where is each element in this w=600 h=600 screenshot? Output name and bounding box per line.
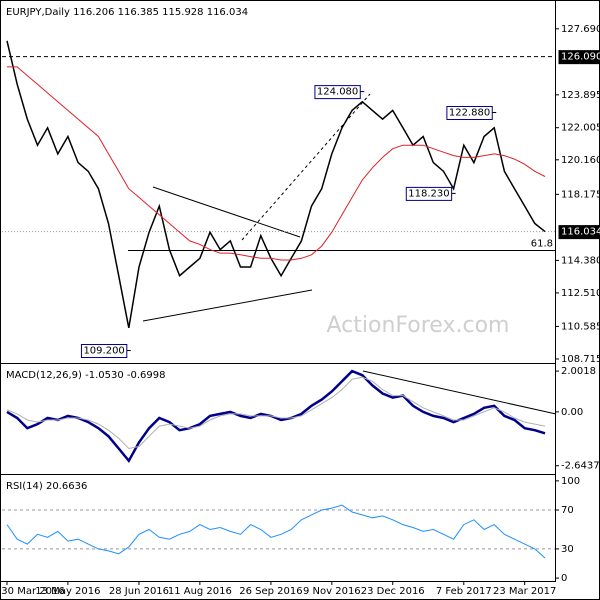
y-tick-label: 110.585: [561, 321, 600, 332]
series-line: [6, 40, 546, 329]
y-tick-label: 30: [561, 544, 574, 555]
x-tick-label: 13 May 2016: [35, 586, 100, 597]
price-label: 126.090: [561, 52, 600, 63]
series-line: [6, 376, 546, 450]
trend-line: [241, 93, 371, 241]
x-tick-label: 11 Aug 2016: [168, 586, 232, 597]
x-tick-label: 30 Mar 2016: [1, 586, 64, 597]
x-tick-label: 23 Dec 2016: [361, 586, 425, 597]
label-box: [80, 344, 128, 359]
trend-line: [142, 289, 313, 322]
y-tick-label: 112.510: [561, 288, 600, 299]
panel-title: MACD(12,26,9) -1.0530 -0.6998: [6, 370, 166, 381]
y-tick-label: 70: [561, 505, 574, 516]
fib-label: 61.8: [531, 238, 553, 249]
panel-title: RSI(14) 20.6636: [6, 481, 87, 492]
x-tick-label: 7 Feb 2017: [436, 586, 492, 597]
label-box: [558, 225, 600, 240]
annotation: 118.230: [408, 188, 449, 199]
price-label: 116.034: [561, 227, 600, 238]
y-tick-label: 118.175: [561, 189, 600, 200]
y-tick-label: 114.380: [561, 255, 600, 266]
y-tick-label: -2.6437: [561, 461, 600, 472]
y-tick-label: 2.0018: [561, 366, 596, 377]
trend-line: [152, 186, 301, 238]
watermark: ActionForex.com: [327, 313, 510, 338]
y-tick-label: 120.160: [561, 155, 600, 166]
panel-title: EURJPY,Daily 116.206 116.385 115.928 116…: [6, 7, 248, 18]
trend-line: [362, 370, 557, 415]
x-tick-label: 9 Nov 2016: [303, 586, 361, 597]
y-tick-label: 122.005: [561, 123, 600, 134]
y-tick-label: 127.690: [561, 24, 600, 35]
y-tick-label: 0: [561, 573, 567, 584]
x-tick-label: 23 Mar 2017: [493, 586, 556, 597]
series-line: [6, 504, 546, 559]
x-tick-label: 28 Jun 2016: [109, 586, 169, 597]
y-tick-label: 108.715: [561, 354, 600, 365]
series-line: [7, 66, 546, 261]
annotation: 122.880: [449, 107, 490, 118]
label-box: [558, 50, 600, 65]
annotation: 109.200: [83, 346, 124, 357]
label-box: [446, 105, 493, 120]
x-tick-label: 26 Sep 2016: [239, 586, 302, 597]
y-tick-label: 123.895: [561, 90, 600, 101]
annotation: 124.080: [317, 87, 358, 98]
y-tick-label: 100: [561, 476, 580, 487]
label-box: [314, 85, 361, 100]
y-tick-label: 0.00: [561, 407, 583, 418]
series-line: [6, 369, 546, 464]
label-box: [405, 186, 453, 201]
